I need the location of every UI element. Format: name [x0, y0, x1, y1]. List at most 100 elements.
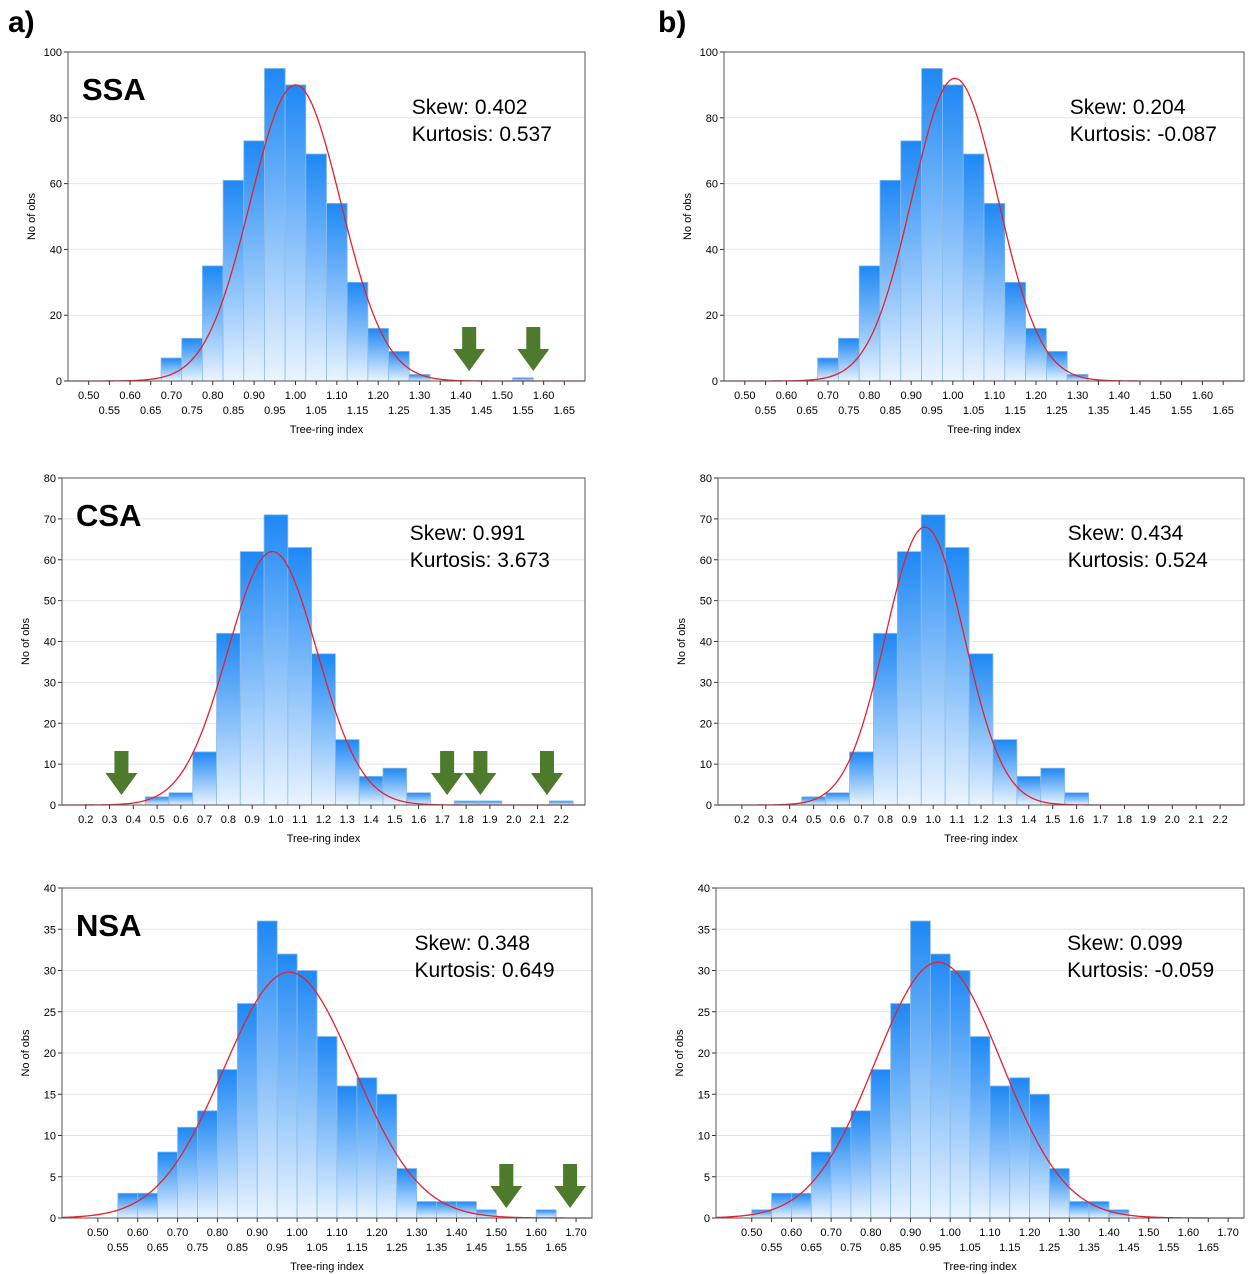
histogram-bar: [962, 153, 985, 382]
y-axis-label: No of obs: [26, 192, 38, 240]
histogram-bar: [216, 632, 241, 806]
y-tick-label: 40: [698, 883, 710, 895]
x-tick-label: 1.20: [1025, 390, 1046, 402]
y-tick-label: 5: [704, 1172, 710, 1184]
x-tick-label: 1.60: [1178, 1227, 1199, 1239]
histogram-bar: [197, 1110, 218, 1219]
x-tick-label: 1.50: [1138, 1227, 1159, 1239]
histogram-bar: [202, 265, 224, 382]
stats-text: Skew: 0.434: [1068, 522, 1184, 545]
x-tick-label: 0.7: [854, 814, 869, 826]
y-tick-label: 0: [50, 1213, 56, 1225]
x-tick-label: 0.3: [758, 814, 773, 826]
x-tick-label: 0.60: [119, 390, 140, 402]
x-tick-label: 1.55: [1158, 1242, 1179, 1254]
y-tick-label: 60: [50, 179, 62, 191]
y-axis-label: No of obs: [682, 192, 694, 240]
y-tick-label: 20: [700, 718, 712, 730]
x-tick-label: 1.3: [997, 814, 1012, 826]
histogram-bar: [929, 953, 951, 1219]
x-tick-label: 0.55: [761, 1242, 782, 1254]
x-tick-label: 0.55: [107, 1242, 128, 1254]
histogram-bar: [346, 281, 369, 382]
histogram-bar: [326, 202, 348, 382]
x-tick-label: 1.25: [388, 405, 409, 417]
x-tick-label: 0.65: [147, 1242, 168, 1254]
x-tick-label: 1.00: [942, 390, 963, 402]
y-tick-label: 50: [700, 596, 712, 608]
x-tick-label: 0.75: [187, 1242, 208, 1254]
x-tick-label: 1.65: [1198, 1242, 1219, 1254]
y-tick-label: 60: [706, 179, 718, 191]
x-tick-label: 0.5: [806, 814, 821, 826]
x-tick-label: 1.40: [450, 390, 471, 402]
histogram-bar: [879, 179, 902, 382]
histogram-bar: [942, 84, 964, 382]
x-tick-label: 1.15: [347, 405, 368, 417]
x-tick-label: 1.2: [973, 814, 988, 826]
y-tick-label: 80: [700, 473, 712, 485]
x-tick-label: 1.10: [979, 1227, 1000, 1239]
x-tick-label: 1.55: [512, 405, 533, 417]
histogram-bar: [263, 514, 289, 806]
x-tick-label: 2.1: [1189, 814, 1204, 826]
histogram-bar: [1004, 281, 1026, 382]
x-tick-label: 1.3: [340, 814, 355, 826]
histogram-bar: [217, 1069, 238, 1219]
x-tick-label: 1.70: [565, 1227, 586, 1239]
outlier-arrow: [105, 751, 138, 795]
region-label: SSA: [82, 72, 146, 107]
stats-text: Kurtosis: 0.524: [1068, 549, 1208, 572]
x-tick-label: 0.65: [140, 405, 161, 417]
y-tick-label: 15: [44, 1089, 56, 1101]
x-tick-label: 0.8: [221, 814, 236, 826]
x-tick-label: 1.70: [1217, 1227, 1238, 1239]
x-tick-label: 0.70: [817, 390, 838, 402]
x-axis-label: Tree-ring index: [943, 1261, 1017, 1273]
histogram-bar: [992, 739, 1018, 806]
y-tick-label: 50: [44, 596, 56, 608]
stats-text: Kurtosis: 3.673: [410, 549, 550, 572]
x-tick-label: 0.65: [796, 405, 817, 417]
histogram-bar: [944, 547, 970, 806]
x-tick-label: 1.05: [305, 405, 326, 417]
x-tick-label: 1.05: [963, 405, 984, 417]
x-tick-label: 1.4: [363, 814, 378, 826]
x-tick-label: 1.35: [426, 1242, 447, 1254]
x-tick-label: 1.65: [1212, 405, 1233, 417]
x-tick-label: 0.75: [838, 405, 859, 417]
x-tick-label: 1.10: [326, 1227, 347, 1239]
x-tick-label: 0.85: [880, 405, 901, 417]
x-tick-label: 0.3: [102, 814, 117, 826]
histogram-bar: [316, 1036, 338, 1219]
y-tick-label: 0: [712, 376, 718, 388]
chart-ssa-a: 0 20 40 60 80 100 0.50 0.60 0.70 0.80 0.90 1.00 1.10…: [26, 47, 586, 436]
y-tick-label: 20: [706, 310, 718, 322]
y-tick-label: 40: [44, 883, 56, 895]
chart-nsa-a: 0 5 10 15 20 25 30 35 40 0.50 0.60 0.70 0.80 0.90 1.00…: [20, 883, 593, 1273]
histogram-bar: [1068, 1201, 1090, 1219]
y-tick-label: 40: [706, 244, 718, 256]
x-axis-label: Tree-ring index: [287, 833, 361, 845]
x-tick-label: 0.95: [264, 405, 285, 417]
stats-text: Kurtosis: -0.059: [1067, 959, 1214, 982]
x-tick-label: 0.9: [902, 814, 917, 826]
x-tick-label: 0.85: [223, 405, 244, 417]
x-tick-label: 0.55: [99, 405, 120, 417]
x-tick-label: 0.6: [830, 814, 845, 826]
stats-text: Skew: 0.991: [410, 522, 526, 545]
chart-csa-b: 0 10 20 30 40 50 60 70 80 0.2 0.3 0.4 0.5 0.6 0.7 0.8 0.…: [676, 473, 1245, 845]
x-tick-label: 0.4: [126, 814, 141, 826]
histogram-bar: [256, 920, 278, 1219]
y-tick-label: 0: [50, 800, 56, 812]
y-tick-label: 10: [698, 1131, 710, 1143]
histogram-bar: [983, 202, 1006, 382]
x-tick-label: 1.05: [959, 1242, 980, 1254]
y-tick-label: 0: [706, 800, 712, 812]
x-tick-label: 0.7: [197, 814, 212, 826]
outlier-arrow: [431, 751, 464, 795]
x-tick-label: 2.0: [506, 814, 521, 826]
x-tick-label: 0.2: [734, 814, 749, 826]
histogram-bar: [1025, 327, 1047, 382]
x-tick-label: 1.20: [367, 390, 388, 402]
